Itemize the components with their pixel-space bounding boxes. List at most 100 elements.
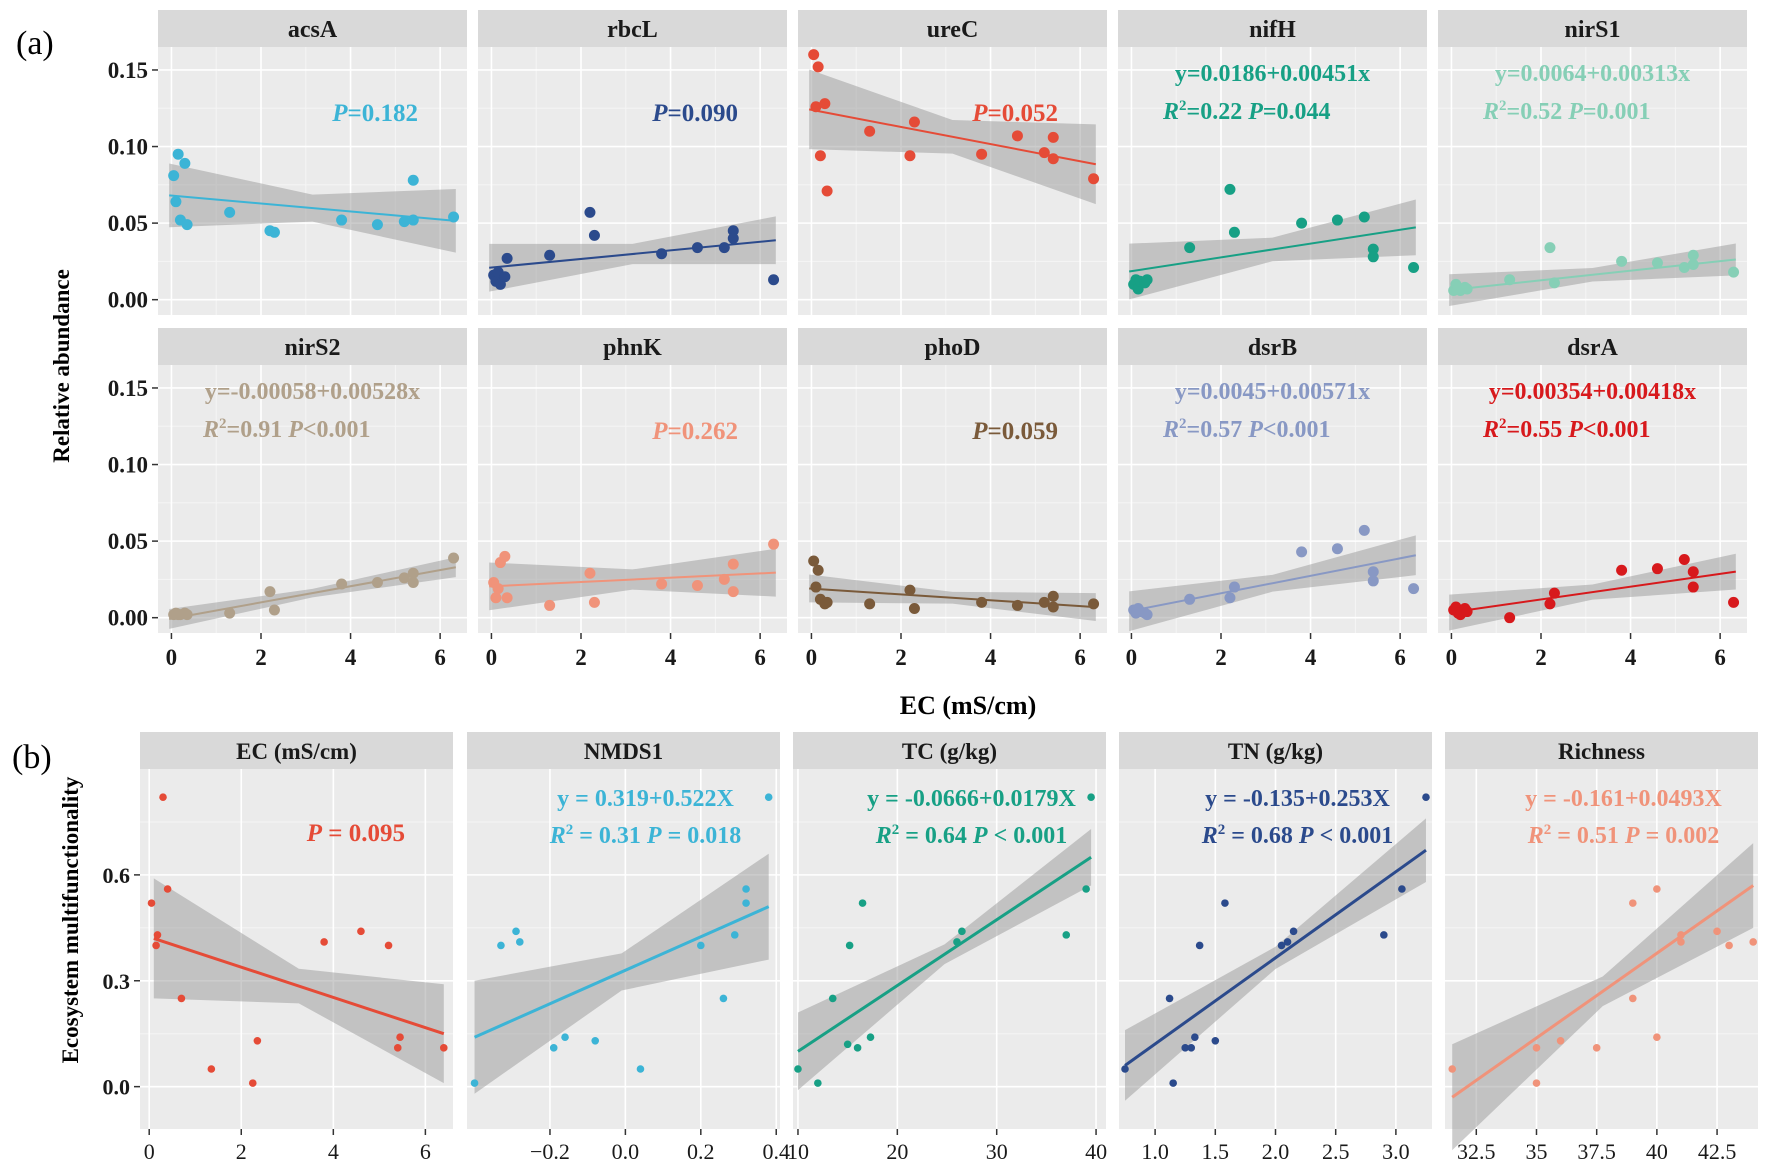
p-value-label: P = 0.095: [306, 820, 405, 847]
equation-label: y = -0.0666+0.0179X: [867, 786, 1076, 812]
data-point: [591, 1036, 600, 1045]
confidence-band: [153, 878, 444, 1084]
data-point: [224, 206, 236, 218]
data-point: [398, 216, 410, 228]
regression-line: [1129, 226, 1416, 273]
data-point: [588, 229, 600, 241]
data-point: [544, 249, 556, 261]
x-tick-label: 4: [345, 645, 357, 670]
equation-label: y=0.0064+0.00313x: [1495, 61, 1690, 87]
facet-title: TN (g/kg): [1228, 739, 1323, 764]
data-point: [407, 576, 419, 588]
facet-title: nirS2: [284, 335, 340, 361]
facet-a-ureC: ureC P=0.052: [798, 10, 1107, 315]
facet-b-Richness: Richness y = -0.161+0.0493X R2 = 0.51 P = …: [1445, 732, 1758, 1164]
data-point: [1422, 793, 1430, 802]
data-point: [1358, 524, 1370, 536]
data-point: [1367, 566, 1379, 578]
regression-line: [153, 936, 445, 1036]
data-point: [904, 584, 916, 596]
x-tick-label: 0: [806, 645, 818, 670]
data-point: [718, 242, 730, 254]
data-point: [501, 252, 513, 264]
data-point: [159, 793, 167, 802]
facet-strip: [140, 732, 453, 769]
panel-a-y-axis-label: Relative abundance: [49, 269, 74, 463]
facet-title: acsA: [288, 17, 338, 43]
equation-label: y=0.0186+0.00451x: [1175, 61, 1370, 87]
panel-b-label: (b): [12, 739, 52, 776]
data-point: [1087, 793, 1095, 802]
data-point: [1548, 587, 1560, 599]
data-point: [253, 1036, 262, 1045]
data-point: [1653, 1033, 1661, 1042]
facet-a-dsrB: dsrB y=0.0045+0.00571x R2=0.57 P<0.001 0 2 4 6: [1118, 328, 1427, 670]
data-point: [1544, 598, 1556, 610]
facet-title: EC (mS/cm): [236, 739, 357, 764]
data-point: [1169, 1079, 1177, 1087]
data-point: [1088, 173, 1100, 185]
data-point: [1629, 994, 1637, 1003]
facet-title: nirS1: [1564, 17, 1620, 43]
data-point: [470, 1079, 479, 1087]
x-tick-label: 6: [754, 645, 766, 670]
data-point: [1367, 243, 1379, 255]
data-point: [357, 927, 365, 936]
x-tick-label: 2: [255, 645, 267, 670]
data-point: [1358, 211, 1370, 223]
data-point: [407, 214, 419, 226]
facet-title: Richness: [1558, 739, 1645, 764]
facet-strip: [798, 328, 1107, 365]
facet-strip: [1438, 328, 1747, 365]
data-point: [819, 98, 831, 110]
x-tick-label: 35: [1525, 1139, 1547, 1164]
x-tick-label: 6: [1714, 645, 1726, 670]
data-point: [1544, 242, 1556, 254]
data-point: [320, 938, 328, 946]
x-tick-label: 0.4: [762, 1139, 790, 1164]
data-point: [1088, 598, 1100, 610]
data-point: [810, 581, 822, 593]
x-tick-label: 0: [486, 645, 498, 670]
data-point: [1367, 251, 1379, 263]
data-point: [153, 931, 162, 939]
regression-line: [1129, 554, 1416, 613]
data-point: [544, 599, 556, 611]
data-point: [1195, 941, 1204, 950]
data-point: [1047, 153, 1059, 165]
data-point: [1011, 130, 1023, 142]
data-point: [147, 899, 156, 907]
data-point: [808, 49, 820, 61]
data-point: [1616, 255, 1628, 267]
facet-title: TC (g/kg): [902, 739, 997, 764]
data-point: [958, 927, 966, 936]
y-tick-label: 0.15: [108, 376, 148, 401]
regression-line: [1449, 570, 1736, 614]
facet-title: ureC: [927, 17, 979, 43]
data-point: [1408, 583, 1420, 595]
data-point: [1367, 575, 1379, 587]
data-point: [177, 994, 186, 1003]
data-point: [1687, 249, 1699, 261]
equation-label: y=0.0045+0.00571x: [1175, 379, 1370, 405]
data-point: [1556, 1036, 1565, 1045]
data-point: [812, 564, 824, 576]
p-value-label: P=0.090: [651, 100, 738, 127]
y-tick-label: 0.10: [108, 453, 148, 478]
data-point: [1651, 563, 1663, 575]
x-tick-label: 2: [236, 1139, 247, 1164]
data-point: [727, 558, 739, 570]
x-tick-label: 2.0: [1262, 1139, 1290, 1164]
data-point: [515, 938, 524, 946]
data-point: [812, 61, 824, 73]
data-point: [1629, 899, 1637, 907]
equation-label: y = -0.135+0.253X: [1205, 786, 1390, 812]
data-point: [1532, 1044, 1541, 1052]
data-point: [1380, 931, 1388, 939]
y-tick-label: 0.10: [108, 135, 148, 160]
regression-line: [797, 855, 1092, 1053]
regression-line: [489, 571, 776, 588]
x-tick-label: 6: [420, 1139, 431, 1164]
data-point: [1221, 899, 1229, 907]
